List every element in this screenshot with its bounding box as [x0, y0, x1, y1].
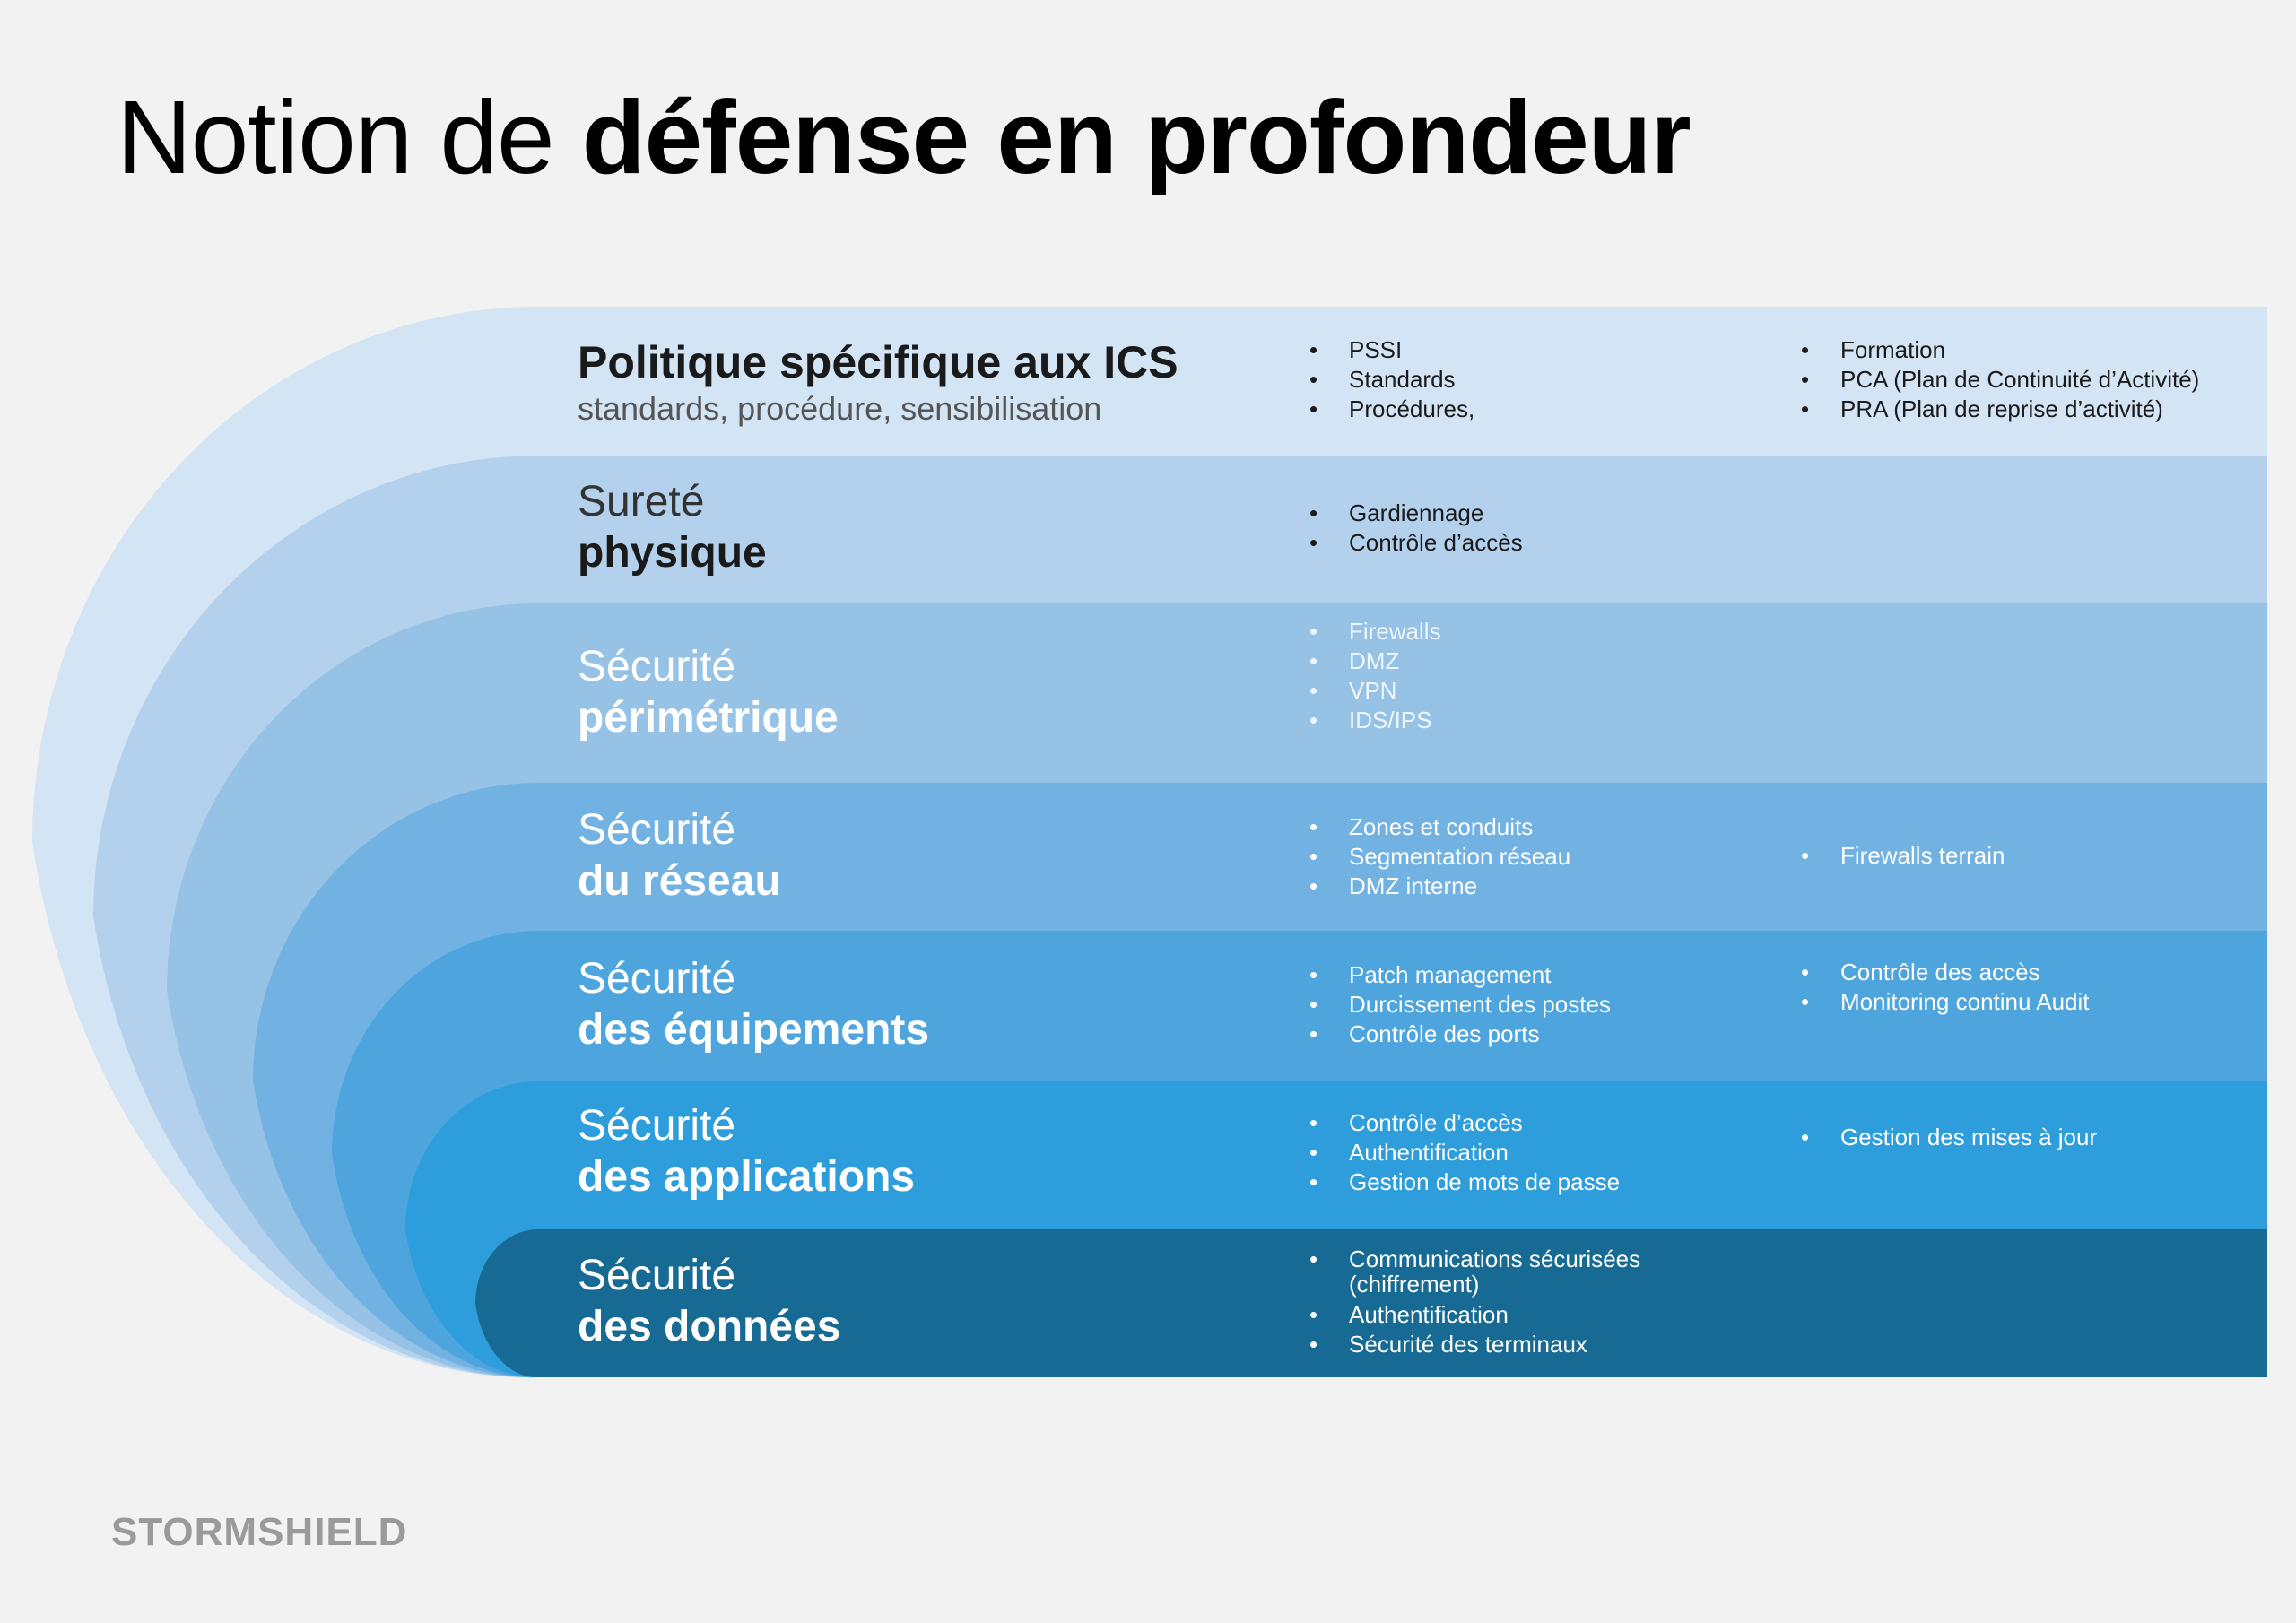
layer-reseau-list-1: Zones et conduits Segmentation réseau DM…	[1309, 812, 1570, 901]
list-item: Firewalls terrain	[1801, 841, 2005, 871]
layer-reseau-subtitle: du réseau	[578, 857, 781, 905]
layer-politique-subtitle: standards, procédure, sensibilisation	[578, 390, 1102, 427]
layer-perimetrique-title: Sécurité	[578, 643, 736, 690]
layer-equipements-subtitle: des équipements	[578, 1006, 930, 1054]
title-light: Notion de	[117, 79, 582, 195]
list-item: DMZ	[1309, 647, 1441, 676]
layer-applications-list-2: Gestion des mises à jour	[1801, 1123, 2097, 1152]
list-item: DMZ interne	[1309, 872, 1570, 901]
layer-perimetrique-list-1: Firewalls DMZ VPN IDS/IPS	[1309, 617, 1441, 735]
page-title: Notion de défense en profondeur	[117, 79, 1692, 195]
list-item: Gestion des mises à jour	[1801, 1123, 2097, 1152]
list-item: Standards	[1309, 365, 1474, 395]
list-item: Patch management	[1309, 960, 1611, 990]
list-item: PCA (Plan de Continuité d’Activité)	[1801, 365, 2199, 395]
layer-donnees-list-1: Communications sécurisées (chiffrement) …	[1309, 1246, 1690, 1359]
layer-applications-subtitle: des applications	[578, 1153, 916, 1201]
layer-reseau-list-2: Firewalls terrain	[1801, 841, 2005, 871]
layer-applications-list-1: Contrôle d’accès Authentification Gestio…	[1309, 1108, 1620, 1197]
list-item: PRA (Plan de reprise d’activité)	[1801, 395, 2199, 424]
layer-perimetrique-label: Sécurité périmétrique	[578, 642, 839, 744]
layer-politique-list-2: Formation PCA (Plan de Continuité d’Acti…	[1801, 335, 2199, 424]
layer-applications-label: Sécurité des applications	[578, 1101, 915, 1203]
layer-equipements-label: Sécurité des équipements	[578, 954, 929, 1056]
list-item: Communications sécurisées (chiffrement)	[1309, 1246, 1690, 1297]
list-item: Segmentation réseau	[1309, 842, 1570, 872]
layer-politique-title: Politique spécifique aux ICS	[578, 337, 1178, 387]
list-item: Gestion de mots de passe	[1309, 1167, 1620, 1197]
layer-applications-title: Sécurité	[578, 1102, 736, 1150]
list-item: Contrôle des accès	[1801, 958, 2090, 987]
list-item: VPN	[1309, 676, 1441, 706]
list-item: Authentification	[1309, 1138, 1620, 1167]
layer-physique-title: Sureté	[578, 478, 705, 525]
layer-equipements-list-2: Contrôle des accès Monitoring continu Au…	[1801, 958, 2090, 1017]
list-item: Contrôle d’accès	[1309, 1108, 1620, 1138]
layer-politique-label: Politique spécifique aux ICS standards, …	[578, 335, 1178, 429]
list-item: Formation	[1801, 335, 2199, 365]
list-item: Contrôle des ports	[1309, 1020, 1611, 1049]
title-bold: défense en profondeur	[581, 79, 1692, 195]
layer-donnees-subtitle: des données	[578, 1303, 841, 1350]
list-item: Authentification	[1309, 1300, 1690, 1330]
layer-physique-list-1: Gardiennage Contrôle d’accès	[1309, 499, 1523, 558]
layer-donnees-title: Sécurité	[578, 1252, 736, 1299]
list-item: Zones et conduits	[1309, 812, 1570, 842]
list-item: IDS/IPS	[1309, 706, 1441, 735]
layer-reseau-label: Sécurité du réseau	[578, 805, 781, 907]
layer-equipements-title: Sécurité	[578, 955, 736, 1002]
list-item: Procédures,	[1309, 395, 1474, 424]
stormshield-logo: STORMSHIELD	[111, 1510, 408, 1554]
layer-reseau-title: Sécurité	[578, 806, 736, 854]
list-item: Durcissement des postes	[1309, 990, 1611, 1020]
list-item: Monitoring continu Audit	[1801, 987, 2090, 1017]
list-item: Firewalls	[1309, 617, 1441, 647]
list-item: Sécurité des terminaux	[1309, 1330, 1690, 1359]
layer-physique-subtitle: physique	[578, 529, 767, 577]
list-item: Gardiennage	[1309, 499, 1523, 528]
layer-equipements-list-1: Patch management Durcissement des postes…	[1309, 960, 1611, 1049]
layer-donnees-label: Sécurité des données	[578, 1251, 840, 1353]
layer-perimetrique-subtitle: périmétrique	[578, 694, 839, 742]
list-item: Contrôle d’accès	[1309, 528, 1523, 558]
layer-politique-list-1: PSSI Standards Procédures,	[1309, 335, 1474, 424]
list-item: PSSI	[1309, 335, 1474, 365]
layer-physique-label: Sureté physique	[578, 477, 767, 579]
